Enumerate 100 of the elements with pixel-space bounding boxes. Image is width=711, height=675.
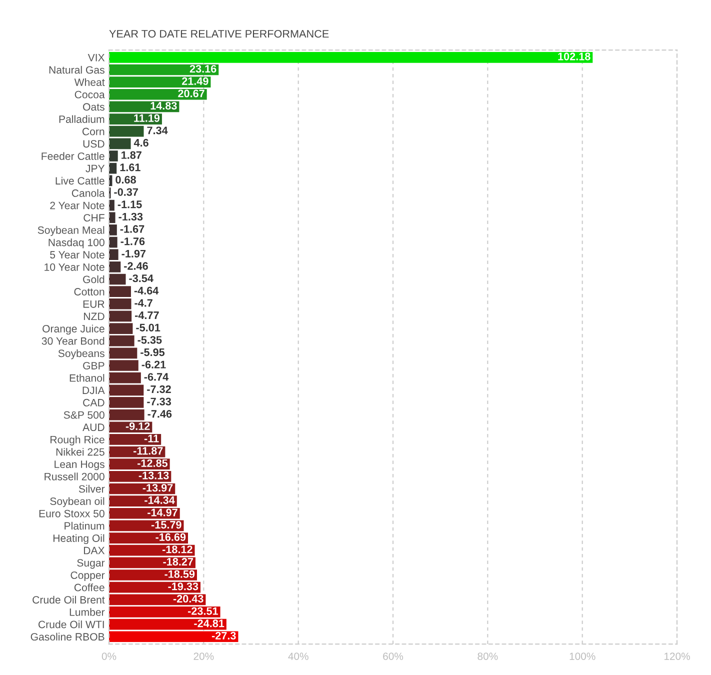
data-label: -14.97 [148, 508, 178, 516]
data-label: -20.43 [173, 594, 204, 603]
data-label: 1.61 [120, 164, 140, 172]
y-tick-label: AUD [82, 424, 104, 432]
data-label: -1.97 [122, 250, 146, 258]
data-label: -4.64 [134, 286, 159, 294]
data-label: -18.27 [163, 558, 194, 566]
data-label: -7.33 [147, 398, 171, 406]
data-label: -18.12 [162, 546, 192, 554]
y-tick-label: 2 Year Note [50, 202, 104, 210]
y-tick-label: Gold [83, 275, 104, 284]
data-label: -5.95 [140, 348, 165, 356]
y-tick-label: NZD [84, 312, 104, 320]
data-label: -1.33 [118, 212, 143, 221]
data-label: -6.74 [144, 373, 169, 381]
data-label: -6.21 [142, 360, 166, 368]
data-label: -0.37 [114, 188, 138, 196]
y-tick-label: Heating Oil [53, 534, 104, 544]
data-label: -27.3 [212, 632, 236, 640]
y-tick-label: Live Cattle [56, 176, 104, 185]
data-label: -1.15 [118, 200, 142, 208]
data-label: -11.87 [133, 447, 163, 455]
y-tick-label: Wheat [74, 78, 105, 86]
y-tick-label: Soybean Meal [38, 226, 104, 236]
y-tick-label: Lean Hogs [54, 460, 104, 470]
x-tick-label: 60% [383, 652, 404, 660]
y-tick-label: USD [83, 140, 104, 148]
y-tick-label: DAX [84, 546, 105, 554]
y-tick-label: 5 Year Note [50, 251, 104, 259]
y-tick-label: Natural Gas [49, 66, 104, 74]
y-tick-label: Russell 2000 [44, 472, 104, 480]
y-tick-label: Platinum [64, 522, 104, 530]
y-tick-label: 30 Year Bond [42, 337, 104, 345]
data-label: -1.76 [120, 238, 145, 246]
y-tick-label: Cotton [74, 288, 104, 296]
y-tick-label: Soybeans [58, 349, 104, 360]
data-label: -3.54 [129, 274, 154, 282]
y-tick-label: Orange Juice [42, 324, 104, 335]
bar [108, 52, 593, 63]
y-tick-label: CAD [83, 398, 104, 406]
y-tick-label: Canola [72, 189, 105, 197]
y-tick-label: Crude Oil WTI [38, 620, 104, 628]
data-label: -14.34 [144, 496, 175, 504]
x-tick-label: 0% [102, 652, 116, 660]
data-label: -24.81 [194, 620, 224, 628]
y-tick-label: Silver [78, 484, 105, 493]
data-label: -13.13 [138, 472, 169, 480]
y-tick-label: Rough Rice [50, 436, 104, 446]
data-label: -5.35 [138, 336, 162, 344]
data-label: -2.46 [124, 262, 148, 270]
data-label: 7.34 [147, 126, 168, 134]
y-tick-label: Crude Oil Brent [32, 596, 105, 604]
y-tick-label: S&P 500 [64, 411, 104, 419]
y-tick-label: DJIA [82, 386, 105, 394]
data-label: 14.83 [150, 102, 177, 110]
x-tick-label: 80% [478, 652, 498, 660]
data-label: -1.67 [120, 225, 144, 233]
bar [108, 138, 131, 150]
y-tick-label: Copper [70, 571, 105, 582]
y-tick-label: Soybean oil [50, 497, 104, 508]
x-tick-label: 120% [664, 652, 690, 660]
y-tick-label: GBP [83, 362, 104, 370]
y-tick-label: 10 Year Note [44, 263, 104, 271]
data-label: 1.87 [122, 151, 142, 159]
x-tick-label: 100% [570, 652, 596, 660]
y-tick-label: Nikkei 225 [56, 448, 104, 456]
data-label: 0.68 [116, 176, 136, 184]
data-label: -12.85 [138, 459, 168, 467]
y-tick-label: Corn [82, 128, 104, 136]
data-label: -15.79 [151, 520, 182, 529]
data-label: -5.01 [136, 324, 160, 332]
data-label: -11 [144, 434, 159, 442]
y-tick-label: Palladium [59, 115, 104, 123]
x-tick-label: 20% [194, 652, 214, 660]
y-tick-label: Cocoa [74, 90, 105, 98]
y-tick-label: CHF [84, 214, 104, 222]
data-label: -9.12 [126, 422, 150, 430]
y-tick-label: Euro Stoxx 50 [39, 510, 104, 518]
data-label: -4.77 [135, 312, 159, 320]
y-tick-label: Oats [83, 103, 104, 111]
data-label: -7.46 [148, 410, 172, 418]
y-tick-label: Lumber [70, 608, 105, 616]
data-label: 102.18 [558, 52, 590, 60]
y-tick-label: Coffee [74, 584, 104, 592]
y-tick-label: EUR [83, 300, 104, 308]
data-label: -16.69 [156, 533, 186, 541]
y-tick-label: Gasoline RBOB [30, 632, 104, 641]
x-tick-label: 40% [288, 652, 308, 660]
data-label: -18.59 [164, 570, 195, 578]
data-label: -19.33 [168, 582, 198, 590]
data-label: 23.16 [190, 64, 216, 73]
y-tick-label: VIX [88, 54, 105, 62]
bar [108, 631, 238, 642]
y-tick-label: Sugar [77, 559, 105, 569]
y-tick-label: Feeder Cattle [42, 152, 104, 160]
data-label: -4.7 [134, 299, 152, 307]
data-label: 21.49 [182, 77, 208, 85]
data-label: -23.51 [188, 607, 218, 615]
y-tick-label: JPY [86, 164, 105, 172]
data-label: -13.97 [142, 484, 173, 492]
